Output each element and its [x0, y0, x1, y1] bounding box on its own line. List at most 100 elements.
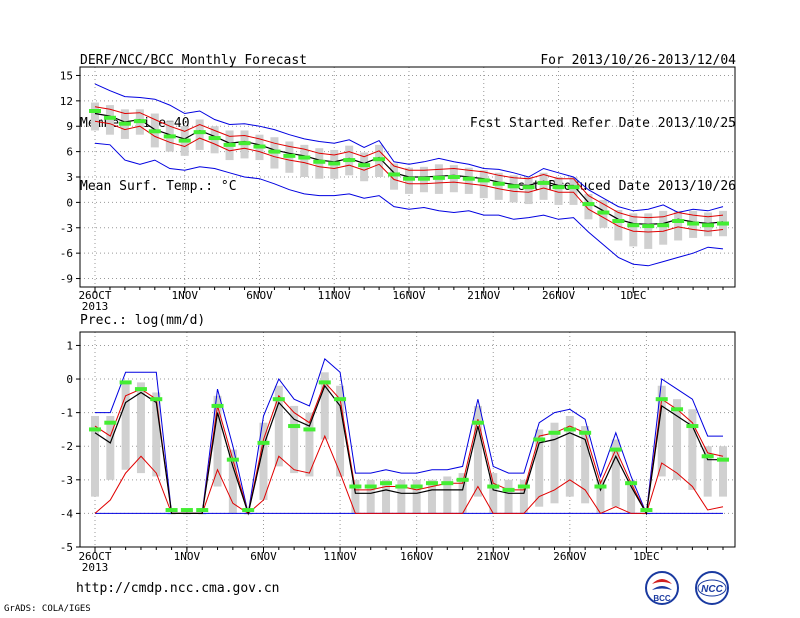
prec-box: [473, 405, 482, 497]
temp-spread-upper-line: [94, 106, 724, 219]
chart-title: DERF/NCC/BCC Monthly Forecast: [80, 53, 307, 68]
temp-min-line: [94, 142, 724, 267]
temp-median-marker: [103, 115, 116, 120]
temp-median-marker: [388, 172, 401, 177]
prec-y-tick-label: 0: [66, 373, 73, 386]
prec-box: [443, 476, 452, 514]
temp-median-marker: [313, 159, 326, 164]
temp-box: [509, 175, 518, 203]
prec-box: [535, 429, 544, 507]
prec-year-label: 2013: [82, 561, 109, 574]
prec-panel-title: Prec.: log(mm/d): [80, 313, 205, 328]
temp-median-marker: [358, 163, 371, 168]
prec-median-marker: [165, 508, 178, 513]
panel-temp: 15 12 9 6 3 0 -3 -6 -9 26OCT 1NOV 6NOV 11NOV 16NOV 21N…: [60, 66, 736, 313]
prec-median-marker: [395, 484, 408, 489]
temp-x-tick-label: 11NOV: [318, 289, 351, 302]
prec-box: [366, 479, 375, 514]
prec-box: [259, 422, 268, 500]
source-url[interactable]: http://cmdp.ncc.cma.gov.cn: [76, 581, 280, 596]
temp-box: [614, 210, 623, 241]
prec-median-marker: [456, 477, 469, 482]
prec-median-marker: [579, 430, 592, 435]
temp-median-marker: [642, 224, 655, 229]
prec-median-marker: [563, 427, 576, 432]
temp-box: [105, 105, 114, 135]
temp-median-marker: [537, 180, 550, 185]
bcc-logo-text: BCC: [653, 594, 671, 603]
prec-y-tick-label: -2: [60, 440, 73, 453]
prec-box: [106, 415, 115, 480]
prec-box: [504, 479, 513, 514]
temp-y-tick-label: 6: [66, 146, 73, 159]
temp-median-marker: [627, 223, 640, 228]
prec-median-marker: [364, 484, 377, 489]
temp-median-marker: [118, 121, 131, 126]
temp-median-marker: [178, 138, 191, 143]
prec-box: [703, 446, 712, 497]
prec-median-marker: [594, 484, 607, 489]
prec-box: [152, 392, 161, 477]
prec-box: [228, 449, 237, 514]
temp-median-marker: [133, 119, 146, 124]
temp-median-marker: [223, 142, 236, 147]
prec-box: [458, 473, 467, 514]
prec-x-tick-label: 1DEC: [633, 550, 660, 563]
prec-median-marker: [134, 387, 147, 392]
temp-median-marker: [328, 161, 341, 166]
temp-box: [464, 167, 473, 194]
bcc-logo: BCC: [645, 571, 679, 605]
prec-box: [565, 415, 574, 497]
prec-box: [290, 405, 299, 474]
prec-median-marker: [441, 481, 454, 486]
prec-x-tick-label: 26NOV: [553, 550, 586, 563]
prec-box: [673, 399, 682, 480]
temp-median-marker: [193, 130, 206, 135]
temp-box: [494, 172, 503, 200]
temp-median-marker: [417, 176, 430, 181]
temp-y-tick-label: 0: [66, 196, 73, 209]
prec-median-marker: [150, 397, 163, 402]
temp-box: [659, 210, 668, 245]
prec-median-marker: [211, 403, 224, 408]
temp-median-marker: [492, 181, 505, 186]
prec-median-marker: [655, 397, 668, 402]
prec-median-marker: [257, 440, 270, 445]
prec-box: [627, 479, 636, 514]
prec-median-marker: [487, 484, 500, 489]
temp-y-tick-label: 15: [60, 69, 73, 82]
temp-median-marker: [522, 185, 535, 190]
prec-box: [688, 409, 697, 490]
prec-median-marker: [349, 484, 362, 489]
temp-box: [195, 119, 204, 150]
prec-x-tick-label: 11NOV: [324, 550, 357, 563]
temp-median-marker: [552, 185, 565, 190]
temp-box: [300, 144, 309, 177]
temp-median-marker: [717, 221, 729, 226]
prec-mean-line: [94, 384, 723, 516]
started-date: Fcst Started Refer Date 2013/10/25: [469, 116, 736, 131]
prec-median-marker: [517, 484, 530, 489]
temp-box: [554, 177, 563, 205]
temp-median-marker: [163, 134, 176, 139]
prec-median-marker: [533, 437, 546, 442]
temp-box: [644, 213, 653, 249]
prec-box: [213, 395, 222, 487]
temp-x-tick-label: 6NOV: [246, 289, 273, 302]
prec-median-marker: [609, 447, 622, 452]
temp-median-marker: [283, 153, 296, 158]
prec-y-tick-label: -5: [60, 541, 73, 554]
prec-median-marker: [686, 424, 699, 429]
temp-x-tick-label: 26OCT: [78, 289, 111, 302]
temp-median-marker: [672, 219, 685, 223]
prec-median-marker: [104, 420, 117, 425]
prec-median-marker: [548, 430, 561, 435]
prec-median-marker: [89, 427, 101, 432]
prec-median-marker: [502, 487, 515, 492]
temp-box: [91, 102, 99, 131]
temp-median-marker: [687, 221, 700, 226]
temp-median-marker: [477, 178, 490, 183]
prec-median-marker: [410, 484, 423, 489]
temp-box: [405, 167, 413, 194]
prec-box: [320, 372, 329, 440]
